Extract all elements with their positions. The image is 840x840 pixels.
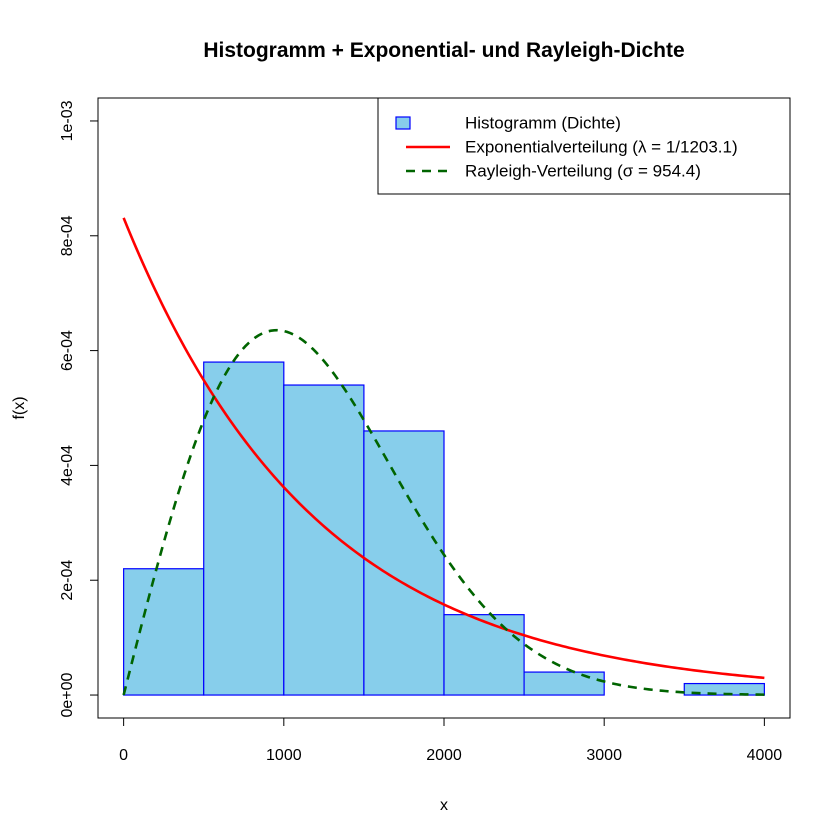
density-curves (122, 217, 765, 696)
histogram-bar-0 (123, 568, 205, 696)
y-tick-label: 6e-04 (59, 330, 76, 371)
y-axis-label: f(x) (11, 396, 28, 419)
histogram-bar-5 (523, 671, 605, 696)
y-tick-label: 4e-04 (59, 445, 76, 486)
x-tick-label: 3000 (586, 747, 622, 764)
histogram-bar-4 (443, 614, 525, 696)
curve-exponential (122, 217, 765, 680)
histogram-bar-2 (283, 384, 365, 696)
y-tick-label: 1e-03 (59, 100, 76, 141)
histogram-bar-3 (363, 430, 445, 696)
y-tick-label: 2e-04 (59, 560, 76, 601)
legend-label: Exponentialverteilung (λ = 1/1203.1) (465, 138, 738, 157)
y-axis: 0e+00 2e-04 4e-04 6e-04 8e-04 1e-03 (59, 100, 99, 718)
legend-label: Histogramm (Dichte) (465, 114, 621, 133)
histogram-bar-1 (203, 361, 285, 696)
legend-swatch-histogram (395, 116, 411, 130)
y-tick-label: 8e-04 (59, 215, 76, 256)
x-tick-label: 4000 (747, 747, 783, 764)
x-tick-label: 2000 (426, 747, 462, 764)
x-tick-label: 1000 (266, 747, 302, 764)
curve-rayleigh (122, 328, 765, 696)
chart-title: Histogramm + Exponential- und Rayleigh-D… (203, 39, 684, 62)
legend: Histogramm (Dichte) Exponentialverteilung… (377, 97, 791, 195)
x-tick-label: 0 (119, 747, 128, 764)
y-tick-label: 0e+00 (59, 672, 76, 717)
legend-label: Rayleigh-Verteilung (σ = 954.4) (465, 162, 701, 181)
x-axis-label: x (440, 797, 448, 814)
histogram-bars (123, 361, 765, 696)
x-axis: 0 1000 2000 3000 4000 (119, 717, 783, 764)
